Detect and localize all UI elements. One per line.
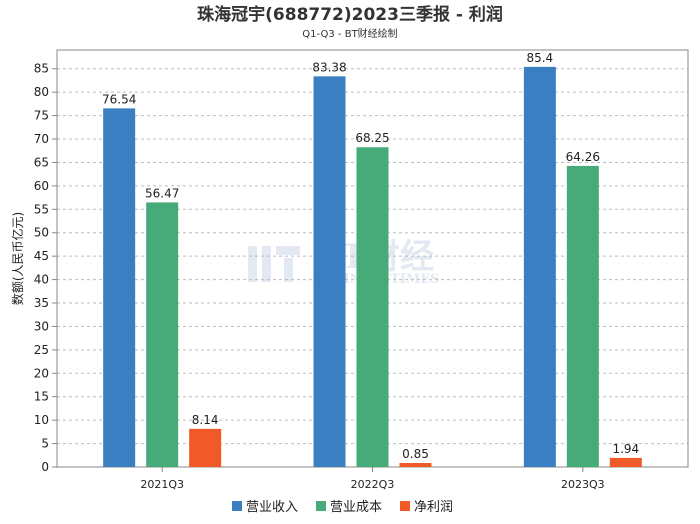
y-tick-label: 0 (41, 460, 49, 474)
data-label: 64.26 (566, 150, 600, 164)
x-tick-label: 2022Q3 (351, 478, 395, 491)
y-tick-label: 85 (34, 62, 49, 76)
y-tick-label: 55 (34, 202, 49, 216)
bar (399, 463, 432, 467)
data-label: 56.47 (145, 186, 179, 200)
y-tick-label: 15 (34, 390, 49, 404)
data-label: 8.14 (192, 413, 219, 427)
legend-swatch (316, 501, 326, 511)
y-tick-label: 30 (34, 319, 49, 333)
y-tick-label: 70 (34, 132, 49, 146)
bar (313, 76, 346, 467)
y-tick-label: 80 (34, 85, 49, 99)
data-label: 0.85 (402, 447, 429, 461)
watermark-logo-bar (262, 246, 271, 282)
bar (523, 66, 556, 467)
y-axis-label: 数额(人民币亿元) (10, 212, 25, 305)
axes: 0 5 10 15 20 25 30 35 40 45 50 55 60 65 70 75 80 85 2021Q3… (34, 49, 689, 491)
watermark-logo-bar (248, 246, 257, 282)
y-tick-label: 50 (34, 226, 49, 240)
x-tick-label: 2023Q3 (561, 478, 605, 491)
legend: 营业收入 营业成本 净利润 (232, 500, 453, 515)
y-tick-label: 5 (41, 437, 49, 451)
data-label: 76.54 (102, 92, 136, 106)
y-tick-label: 10 (34, 413, 49, 427)
y-tick-label: 45 (34, 249, 49, 263)
legend-item: 营业收入 (246, 500, 298, 515)
legend-swatch (400, 501, 410, 511)
y-tick-label: 65 (34, 155, 49, 169)
legend-item: 净利润 (414, 500, 453, 515)
y-tick-label: 75 (34, 109, 49, 123)
bar (146, 202, 179, 468)
bar (609, 457, 642, 467)
y-tick-label: 40 (34, 273, 49, 287)
bars (103, 66, 642, 468)
y-tick-label: 35 (34, 296, 49, 310)
chart-title: 珠海冠宇(688772)2023三季报 - 利润 (197, 4, 503, 25)
watermark-logo-bar (284, 258, 293, 282)
x-tick-label: 2021Q3 (140, 478, 184, 491)
data-label: 83.38 (312, 60, 346, 74)
data-label: 1.94 (612, 442, 639, 456)
legend-swatch (232, 501, 242, 511)
bar (566, 165, 599, 467)
y-tick-label: 25 (34, 343, 49, 357)
chart-subtitle: Q1-Q3 - BT财经绘制 (302, 27, 397, 40)
bar (356, 147, 389, 467)
data-label: 68.25 (355, 131, 389, 145)
bar (189, 428, 222, 467)
legend-item: 营业成本 (330, 500, 382, 515)
watermark-logo-bar (276, 246, 300, 255)
y-tick-label: 60 (34, 179, 49, 193)
data-label: 85.4 (526, 51, 553, 65)
bar (103, 108, 136, 467)
y-tick-label: 20 (34, 366, 49, 380)
data-labels: 76.54 56.47 8.14 83.38 68.25 0.85 85.4 64.26 1.9… (102, 51, 639, 461)
